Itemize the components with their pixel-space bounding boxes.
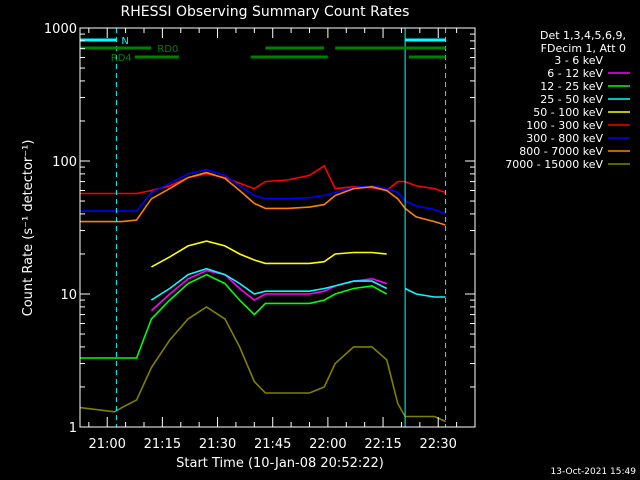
series-line-8 <box>79 305 446 423</box>
flag-label-0: N <box>121 36 128 47</box>
x-tick-label-5: 22:15 <box>364 437 401 452</box>
legend-label-3: 25 - 50 keV <box>540 93 603 106</box>
series-line-4 <box>151 240 387 268</box>
x-tick-label-0: 21:00 <box>88 437 125 452</box>
y-tick-label-1: 10 <box>60 288 77 303</box>
x-tick-label-6: 22:30 <box>419 437 456 452</box>
flag-label-1: RD0 <box>157 44 178 55</box>
x-tick-label-1: 21:15 <box>144 437 181 452</box>
legend-label-6: 300 - 800 keV <box>526 132 603 145</box>
series-line-7 <box>80 171 446 226</box>
series-line-3 <box>150 267 446 301</box>
series-line-2 <box>80 273 388 359</box>
chart-title: RHESSI Observing Summary Count Rates <box>121 4 410 20</box>
legend-label-0: 3 - 6 keV <box>554 54 603 67</box>
y-tick-label-0: 1 <box>69 421 77 436</box>
legend-label-2: 12 - 25 keV <box>540 80 603 93</box>
y-tick-label-2: 100 <box>52 155 77 170</box>
flag-label-2: RD4 <box>111 53 132 64</box>
legend-label-1: 6 - 12 keV <box>547 67 603 80</box>
legend-label-4: 50 - 100 keV <box>533 106 603 119</box>
x-tick-label-4: 22:00 <box>309 437 346 452</box>
legend: Det 1,3,4,5,6,9, FDecim 1, Att 0 3 - 6 k… <box>505 29 630 171</box>
legend-label-7: 800 - 7000 keV <box>519 145 603 158</box>
series-line-5 <box>80 164 446 195</box>
y-axis-label: Count Rate (s⁻¹ detector⁻¹) <box>21 140 36 317</box>
legend-header-2: FDecim 1, Att 0 <box>541 42 626 55</box>
x-tick-label-3: 21:45 <box>254 437 291 452</box>
legend-label-8: 7000 - 15000 keV <box>505 158 603 171</box>
x-axis-label: Start Time (10-Jan-08 20:52:22) <box>176 456 384 471</box>
legend-label-5: 100 - 300 keV <box>526 119 603 132</box>
legend-header-1: Det 1,3,4,5,6,9, <box>540 29 626 42</box>
plot-frame <box>79 27 476 428</box>
series-line-0 <box>150 287 388 375</box>
footer-timestamp: 13-Oct-2021 15:49 <box>551 467 637 477</box>
x-tick-label-2: 21:30 <box>199 437 236 452</box>
y-tick-label-3: 1000 <box>44 22 77 37</box>
series-line-6 <box>80 168 446 215</box>
